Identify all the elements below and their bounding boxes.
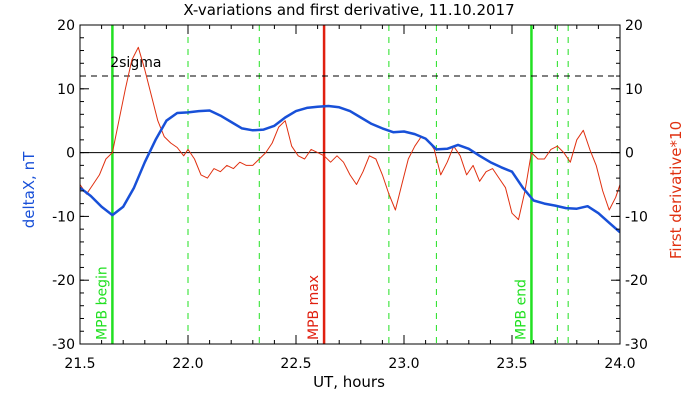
y-tick-label-left: 10 [57,82,75,98]
y-tick-label-left: 0 [66,146,75,162]
x-tick-label: 23.5 [496,356,527,372]
y-tick-label-left: -30 [52,337,75,353]
x-tick-label: 22.5 [280,356,311,372]
event-marker-label: MPB begin [94,266,110,340]
plot-area: 2sigma MPB begin MPB max MPB end 21.5 22.0 22.… [52,18,648,372]
x-tick-label: 21.5 [64,356,95,372]
y-tick-label-right: -30 [625,337,648,353]
x-tick-label: 23.0 [388,356,419,372]
y-tick-label-right: 10 [625,82,643,98]
threshold-label: 2sigma [110,55,161,71]
y-axis-title-left: deltaX, nT [20,151,38,228]
y-tick-label-right: 20 [625,18,643,34]
x-tick-label: 24.0 [604,356,635,372]
x-tick-label: 22.0 [172,356,203,372]
y-tick-label-right: -10 [625,209,648,225]
y-tick-label-left: 20 [57,18,75,34]
event-marker-label: MPB end [513,279,529,340]
y-tick-label-left: -10 [52,209,75,225]
plot-frame [79,24,621,345]
derivative-series-line [80,46,620,221]
event-marker-label: MPB max [306,275,322,340]
chart-title: X-variations and first derivative, 11.10… [183,1,514,19]
y-tick-label-left: -20 [52,273,75,289]
y-tick-label-right: 0 [625,146,634,162]
x-axis-title: UT, hours [313,373,385,391]
y-tick-label-right: -20 [625,273,648,289]
deltax-series-line [80,104,620,234]
y-axis-title-right: First derivative*10 [667,121,685,259]
